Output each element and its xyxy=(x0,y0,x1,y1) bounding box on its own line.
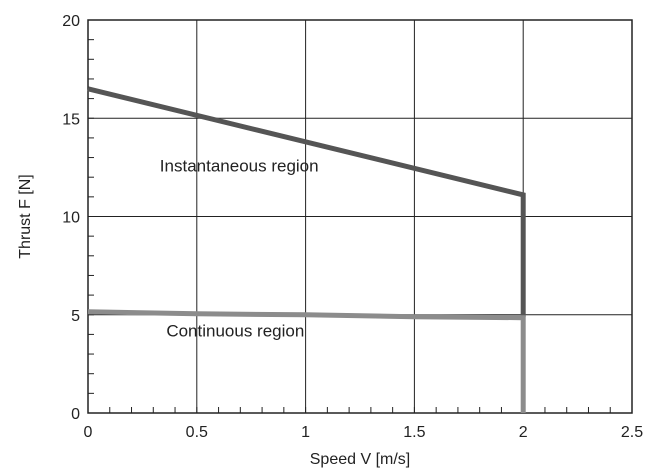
x-tick-label: 1 xyxy=(301,424,310,441)
y-tick-label: 20 xyxy=(62,13,80,30)
region-annotation: Instantaneous region xyxy=(160,156,319,175)
series-group xyxy=(87,86,526,413)
x-tick-label: 2.5 xyxy=(621,424,643,441)
y-tick-label: 5 xyxy=(71,308,80,325)
grid xyxy=(87,19,633,414)
x-tick-labels: 0 0.5 1 1.5 2 2.5 xyxy=(84,424,644,441)
x-tick-label: 0 xyxy=(84,424,93,441)
minor-ticks xyxy=(87,19,633,414)
region-annotation: Continuous region xyxy=(166,321,304,340)
y-axis-title: Thrust F [N] xyxy=(17,174,34,258)
x-axis-title: Speed V [m/s] xyxy=(310,451,411,468)
y-tick-label: 0 xyxy=(71,406,80,423)
continuous-series-line xyxy=(87,309,526,413)
x-tick-label: 1.5 xyxy=(403,424,425,441)
y-tick-label: 10 xyxy=(62,210,80,227)
y-tick-label: 15 xyxy=(62,111,80,128)
instantaneous-series-line xyxy=(87,86,526,317)
x-tick-label: 2 xyxy=(519,424,528,441)
x-tick-label: 0.5 xyxy=(186,424,208,441)
annotations: Instantaneous region Continuous region xyxy=(160,156,319,340)
y-tick-labels: 0 5 10 15 20 xyxy=(62,13,80,423)
